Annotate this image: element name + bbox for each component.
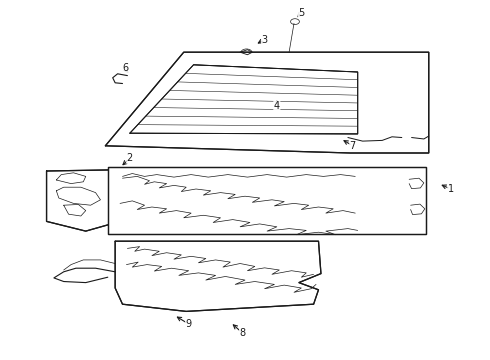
Text: 3: 3 bbox=[262, 35, 268, 45]
Text: 4: 4 bbox=[274, 101, 280, 111]
Polygon shape bbox=[105, 52, 429, 153]
Polygon shape bbox=[108, 167, 426, 234]
Polygon shape bbox=[115, 241, 321, 311]
Text: 8: 8 bbox=[240, 328, 245, 338]
Polygon shape bbox=[47, 169, 152, 231]
Text: 6: 6 bbox=[122, 63, 128, 73]
Text: 9: 9 bbox=[186, 319, 192, 329]
Polygon shape bbox=[130, 65, 358, 134]
Text: 1: 1 bbox=[448, 184, 454, 194]
Text: 5: 5 bbox=[298, 8, 304, 18]
Text: 2: 2 bbox=[127, 153, 133, 163]
Text: 7: 7 bbox=[350, 141, 356, 151]
